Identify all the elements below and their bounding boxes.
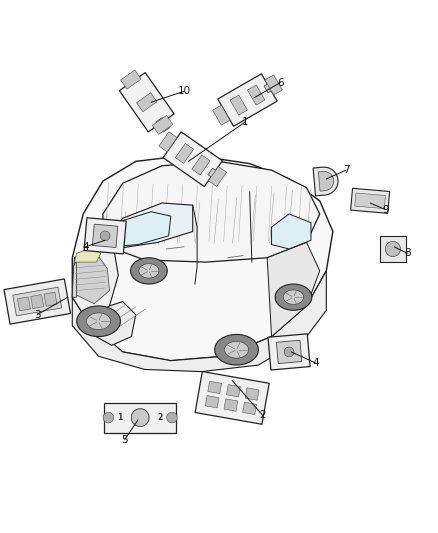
Polygon shape	[265, 75, 283, 95]
Polygon shape	[192, 155, 210, 175]
Polygon shape	[13, 287, 62, 316]
Text: 4: 4	[82, 242, 89, 252]
Polygon shape	[385, 241, 400, 256]
Polygon shape	[275, 284, 312, 310]
Text: 7: 7	[343, 165, 350, 175]
Polygon shape	[104, 403, 176, 432]
Polygon shape	[100, 231, 110, 241]
Polygon shape	[163, 132, 223, 187]
Polygon shape	[120, 70, 141, 89]
Polygon shape	[137, 93, 157, 112]
Polygon shape	[84, 218, 126, 254]
Polygon shape	[103, 413, 114, 423]
Polygon shape	[243, 402, 257, 415]
Text: 1: 1	[242, 117, 249, 127]
Polygon shape	[44, 292, 57, 306]
Polygon shape	[264, 79, 279, 93]
Text: 4: 4	[312, 358, 319, 368]
Polygon shape	[74, 247, 101, 262]
Polygon shape	[267, 243, 320, 336]
Polygon shape	[224, 399, 238, 411]
Polygon shape	[276, 340, 302, 364]
Polygon shape	[156, 117, 170, 132]
Polygon shape	[18, 297, 31, 311]
Polygon shape	[159, 132, 177, 152]
Text: 9: 9	[382, 205, 389, 215]
Polygon shape	[195, 372, 269, 424]
Polygon shape	[72, 260, 77, 297]
Polygon shape	[272, 214, 311, 249]
Polygon shape	[225, 341, 249, 358]
Polygon shape	[355, 193, 385, 208]
Polygon shape	[72, 155, 333, 361]
Polygon shape	[245, 388, 259, 400]
Polygon shape	[167, 413, 177, 423]
Polygon shape	[226, 384, 240, 397]
Polygon shape	[103, 161, 320, 262]
Polygon shape	[380, 236, 406, 262]
Polygon shape	[283, 290, 304, 304]
Text: 2: 2	[259, 410, 266, 421]
Polygon shape	[74, 253, 110, 304]
Polygon shape	[350, 188, 390, 213]
Polygon shape	[87, 313, 110, 330]
Text: 5: 5	[121, 434, 128, 445]
Text: 3: 3	[34, 310, 41, 320]
Polygon shape	[208, 166, 226, 187]
Polygon shape	[77, 306, 120, 336]
Polygon shape	[72, 245, 118, 321]
Polygon shape	[31, 295, 44, 309]
Text: 8: 8	[404, 248, 411, 259]
Polygon shape	[215, 334, 258, 365]
Polygon shape	[205, 395, 219, 408]
Polygon shape	[175, 143, 194, 164]
Text: 1: 1	[117, 413, 123, 422]
Polygon shape	[120, 72, 174, 132]
Text: 6: 6	[277, 77, 284, 87]
Polygon shape	[218, 74, 277, 126]
Polygon shape	[4, 279, 71, 324]
Polygon shape	[208, 381, 222, 393]
Polygon shape	[92, 224, 118, 247]
Polygon shape	[72, 271, 326, 372]
Polygon shape	[284, 347, 294, 357]
Polygon shape	[88, 302, 136, 345]
Polygon shape	[208, 168, 223, 182]
Polygon shape	[247, 85, 265, 105]
Polygon shape	[131, 409, 149, 426]
Polygon shape	[230, 95, 247, 115]
Polygon shape	[103, 203, 193, 249]
Polygon shape	[268, 334, 310, 370]
Text: 2: 2	[158, 413, 163, 422]
Polygon shape	[318, 172, 334, 191]
Polygon shape	[313, 167, 338, 196]
Text: 10: 10	[177, 86, 191, 96]
Polygon shape	[212, 105, 230, 125]
Polygon shape	[139, 264, 159, 278]
Polygon shape	[105, 212, 171, 247]
Polygon shape	[152, 116, 173, 134]
Polygon shape	[131, 258, 167, 284]
